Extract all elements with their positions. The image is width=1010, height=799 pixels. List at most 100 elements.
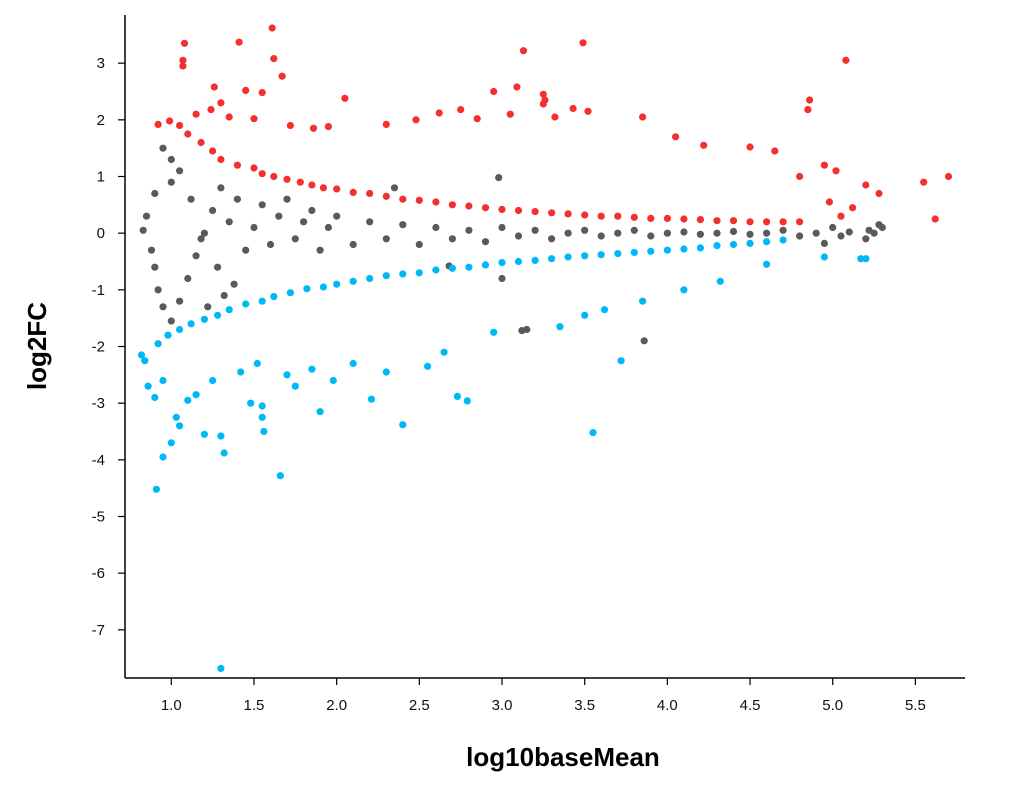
- point-down: [680, 286, 688, 294]
- point-up: [806, 96, 814, 104]
- point-down: [531, 256, 539, 264]
- point-up: [415, 196, 423, 204]
- point-up: [250, 115, 258, 123]
- point-down: [415, 269, 423, 277]
- point-up: [514, 206, 523, 215]
- point-down: [600, 306, 609, 314]
- point-not-significant: [151, 263, 159, 271]
- point-not-significant: [176, 297, 184, 305]
- point-down: [329, 376, 337, 385]
- point-up: [539, 90, 547, 98]
- point-down: [639, 297, 647, 305]
- point-not-significant: [878, 223, 886, 232]
- point-down: [349, 277, 357, 285]
- point-down: [463, 397, 471, 405]
- point-down: [316, 408, 324, 416]
- point-down: [716, 277, 724, 285]
- point-not-significant: [187, 195, 195, 203]
- point-up: [771, 147, 779, 155]
- point-up: [584, 107, 592, 115]
- point-not-significant: [159, 144, 167, 152]
- point-not-significant: [204, 303, 212, 311]
- point-down: [260, 427, 268, 436]
- point-up: [268, 24, 276, 32]
- point-up: [630, 213, 638, 221]
- point-down: [214, 311, 222, 319]
- point-down: [453, 392, 461, 400]
- point-down: [465, 263, 473, 271]
- point-not-significant: [209, 206, 217, 215]
- point-up: [713, 217, 721, 225]
- point-not-significant: [796, 232, 804, 240]
- point-down: [589, 429, 597, 437]
- point-up: [366, 189, 374, 198]
- point-down: [581, 252, 589, 260]
- point-up: [531, 208, 539, 216]
- point-up: [746, 218, 754, 226]
- y-tick-label: 0: [97, 225, 105, 242]
- point-up: [154, 120, 162, 128]
- point-not-significant: [291, 235, 299, 243]
- point-not-significant: [275, 212, 283, 220]
- y-tick-label: -7: [92, 622, 105, 639]
- point-up: [837, 212, 845, 220]
- x-tick-label: 3.5: [574, 697, 595, 714]
- point-down: [630, 248, 638, 256]
- point-up: [473, 115, 481, 123]
- point-up: [729, 217, 738, 225]
- point-not-significant: [220, 291, 228, 300]
- y-tick-label: 2: [97, 112, 105, 129]
- point-down: [286, 289, 294, 297]
- point-not-significant: [746, 230, 754, 238]
- point-not-significant: [597, 232, 605, 240]
- point-up: [832, 167, 840, 175]
- point-up: [179, 62, 187, 70]
- point-not-significant: [225, 218, 233, 226]
- point-up: [308, 181, 316, 189]
- point-not-significant: [514, 232, 523, 240]
- point-down: [258, 413, 266, 421]
- point-not-significant: [729, 227, 738, 236]
- point-down: [763, 260, 771, 268]
- x-axis-ticks: 1.0 1.5 2.0 2.5 3.0 3.5 4.0 4.5 5.0 5.5: [161, 678, 926, 714]
- point-up: [548, 209, 556, 217]
- point-up: [614, 212, 622, 220]
- point-down: [746, 239, 754, 247]
- point-not-significant: [333, 212, 341, 220]
- point-down: [152, 485, 160, 493]
- point-up: [286, 121, 294, 130]
- point-down: [763, 238, 771, 246]
- point-down: [303, 285, 311, 293]
- point-down: [399, 270, 407, 278]
- point-down: [382, 368, 390, 376]
- y-tick-label: 3: [97, 55, 105, 72]
- point-up: [197, 138, 205, 147]
- point-down: [283, 371, 291, 379]
- point-down: [556, 323, 564, 331]
- point-not-significant: [763, 229, 771, 237]
- point-not-significant: [663, 229, 672, 237]
- point-up: [944, 172, 953, 181]
- point-up: [349, 188, 357, 196]
- point-down: [663, 246, 672, 254]
- point-up: [324, 123, 332, 131]
- x-axis-title: log10baseMean: [466, 742, 660, 772]
- y-tick-label: 1: [97, 169, 105, 186]
- point-down: [242, 300, 250, 308]
- point-not-significant: [300, 218, 308, 226]
- point-down: [597, 251, 605, 259]
- point-up: [399, 195, 407, 203]
- point-down: [137, 351, 146, 359]
- point-up: [862, 181, 870, 189]
- point-not-significant: [242, 246, 250, 254]
- point-up: [519, 47, 528, 55]
- point-up: [250, 164, 258, 172]
- point-down: [548, 255, 556, 263]
- point-not-significant: [192, 252, 200, 260]
- point-not-significant: [640, 337, 648, 345]
- point-up: [842, 56, 850, 64]
- x-tick-label: 4.0: [657, 697, 678, 714]
- point-up: [647, 214, 655, 222]
- point-down: [349, 359, 357, 368]
- point-not-significant: [176, 167, 184, 175]
